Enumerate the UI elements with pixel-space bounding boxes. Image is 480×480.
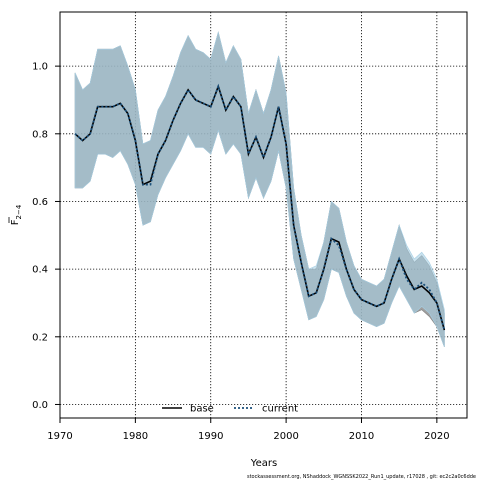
x-axis: 1970 1980 1990 2000 2010 2020 [47,418,450,442]
y-tick-label: 0.4 [32,265,48,276]
y-axis-title-main: F [10,219,21,225]
footer-note: stockassessment.org, NShaddock_WGNSSK202… [247,474,476,480]
plot-frame [59,11,468,419]
y-axis-title: F2−4 [8,204,23,225]
legend-label-base: base [190,404,214,415]
y-tick-label: 0.2 [32,332,48,343]
y-tick-label: 0.6 [32,197,48,208]
legend: base current [162,404,298,415]
x-tick-label: 2010 [349,431,374,442]
legend-label-current: current [262,404,298,415]
x-tick-label: 1980 [123,431,148,442]
y-tick-label: 0.0 [32,400,48,411]
y-axis-title-sub: 2−4 [15,204,23,219]
series-line-current [74,83,446,331]
y-axis: 0.0 0.2 0.4 0.6 0.8 1.0 [32,62,60,411]
x-tick-label: 1990 [198,431,223,442]
svg-text:F2−4: F2−4 [10,204,23,225]
x-tick-label: 2000 [273,431,298,442]
y-tick-label: 1.0 [32,62,48,73]
y-tick-label: 0.8 [32,129,48,140]
x-tick-label: 1970 [47,431,72,442]
confidence-band-current [74,31,445,348]
confidence-bands [74,31,445,348]
series-lines [74,83,446,331]
x-axis-title: Years [250,458,277,469]
x-tick-label: 2020 [424,431,449,442]
